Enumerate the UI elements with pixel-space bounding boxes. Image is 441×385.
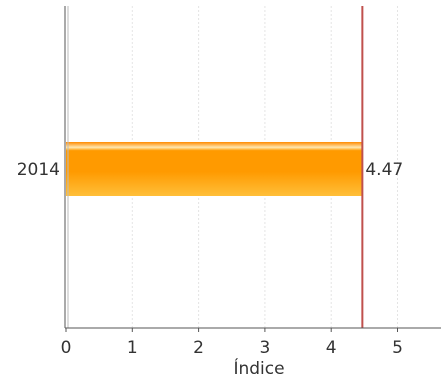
x-tick-label: 1 [127,338,138,358]
labels: 0 1 2 3 4 5 2014 4.47 [17,160,403,358]
x-tick-label: 2 [193,338,204,358]
y-category-label: 2014 [17,160,60,180]
x-axis-title: Índice [233,357,284,379]
axes [64,6,441,332]
data-label: 4.47 [365,160,403,180]
x-tick-label: 4 [326,338,337,358]
x-tick-label: 5 [392,338,403,358]
bar [66,142,363,196]
bars [66,6,364,328]
x-tick-label: 0 [61,338,72,358]
x-tick-label: 3 [259,338,270,358]
